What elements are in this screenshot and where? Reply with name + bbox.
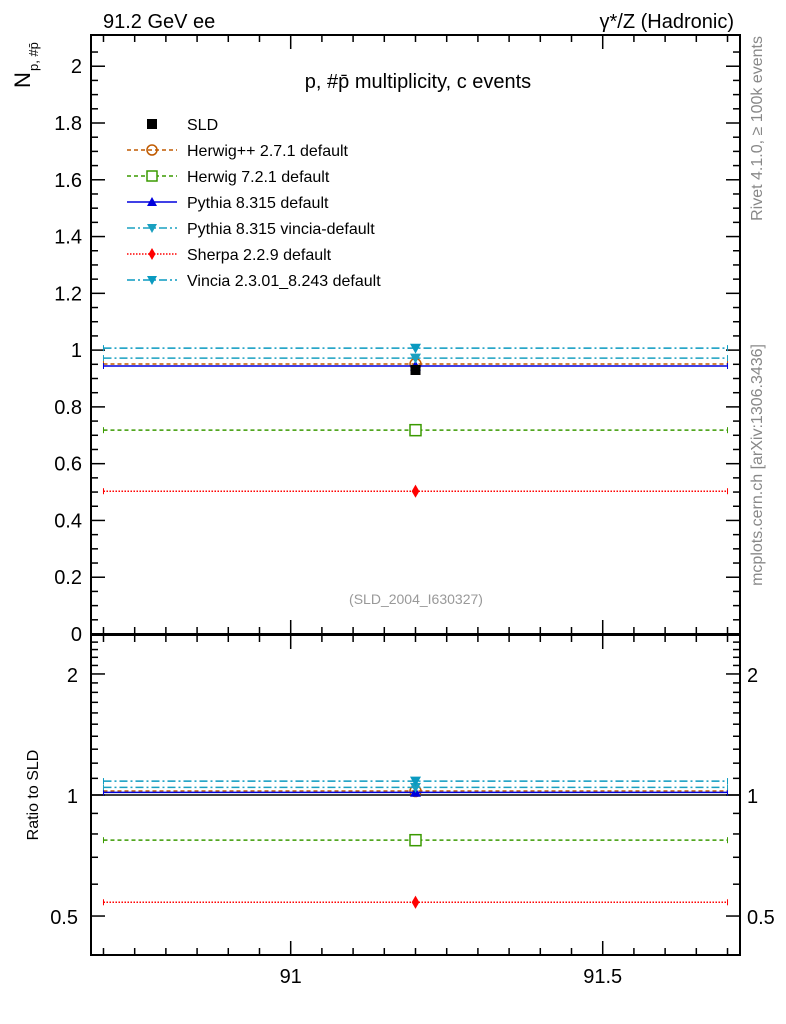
- y-axis-label: N p, #p̄: [10, 42, 41, 88]
- ratio-tick-label: 2: [67, 665, 78, 687]
- y-tick-label: 0: [71, 624, 82, 646]
- main-data-point: [410, 364, 421, 375]
- legend-label: Herwig 7.2.1 default: [187, 169, 330, 186]
- legend-item: SLD: [147, 117, 218, 134]
- header-left: 91.2 GeV ee: [103, 11, 215, 33]
- legend-label: Sherpa 2.2.9 default: [187, 247, 332, 264]
- ratio-series-marker: [409, 833, 422, 847]
- ratio-series-marker: [410, 782, 421, 793]
- x-tick-label: 91: [280, 966, 302, 988]
- y-tick-label: 0.6: [54, 454, 82, 476]
- legend-marker: [147, 224, 157, 233]
- legend-marker: [147, 197, 157, 206]
- legend-label: Herwig++ 2.7.1 default: [187, 143, 349, 160]
- main-series-marker: [410, 353, 421, 364]
- main-series-marker: [411, 484, 420, 498]
- legend-marker: [147, 119, 157, 129]
- legend-label: SLD: [187, 117, 218, 134]
- legend-item: Herwig 7.2.1 default: [127, 169, 330, 186]
- side-text-mcplots: mcplots.cern.ch [arXiv:1306.3436]: [749, 344, 766, 586]
- y-tick-label: 1.2: [54, 283, 82, 305]
- ratio-tick-label-right: 1: [747, 786, 758, 808]
- ratio-tick-label: 1: [67, 786, 78, 808]
- y-tick-label: 0.2: [54, 567, 82, 589]
- legend-item: Vincia 2.3.01_8.243 default: [127, 273, 381, 290]
- legend-marker: [146, 144, 158, 156]
- side-text-rivet: Rivet 4.1.0, ≥ 100k events: [749, 36, 766, 221]
- ratio-axis-label: Ratio to SLD: [25, 750, 42, 841]
- ratio-tick-label-right: 2: [747, 665, 758, 687]
- y-tick-label: 0.8: [54, 397, 82, 419]
- y-tick-label: 1.6: [54, 170, 82, 192]
- legend-marker: [147, 276, 157, 285]
- ratio-series-marker: [410, 776, 421, 787]
- legend-item: Sherpa 2.2.9 default: [127, 247, 332, 264]
- analysis-tag: (SLD_2004_I630327): [349, 591, 483, 607]
- ratio-series-marker: [411, 895, 420, 909]
- y-tick-label: 1: [71, 340, 82, 362]
- y-tick-label: 2: [71, 56, 82, 78]
- y-tick-label: 1.4: [54, 227, 82, 249]
- legend-label: Pythia 8.315 vincia-default: [187, 221, 375, 238]
- y-tick-label: 0.4: [54, 510, 82, 532]
- legend-item: Pythia 8.315 vincia-default: [127, 221, 375, 238]
- legend-marker: [148, 248, 156, 260]
- y-tick-label: 1.8: [54, 113, 82, 135]
- legend-item: Herwig++ 2.7.1 default: [127, 143, 349, 160]
- legend-item: Pythia 8.315 default: [127, 195, 329, 212]
- chart-title: p, #p̄ multiplicity, c events: [305, 71, 531, 93]
- x-tick-label: 91.5: [583, 966, 622, 988]
- legend-label: Pythia 8.315 default: [187, 195, 329, 212]
- ratio-tick-label-right: 0.5: [747, 907, 775, 929]
- legend-label: Vincia 2.3.01_8.243 default: [187, 273, 381, 290]
- header-right: γ*/Z (Hadronic): [600, 11, 734, 33]
- y-axis-label-sub: p, #p̄: [26, 42, 41, 71]
- ratio-tick-label: 0.5: [50, 907, 78, 929]
- y-axis-label-main: N: [10, 72, 35, 88]
- legend-marker: [146, 170, 158, 182]
- main-series-marker: [410, 343, 421, 354]
- main-series-marker: [409, 423, 422, 437]
